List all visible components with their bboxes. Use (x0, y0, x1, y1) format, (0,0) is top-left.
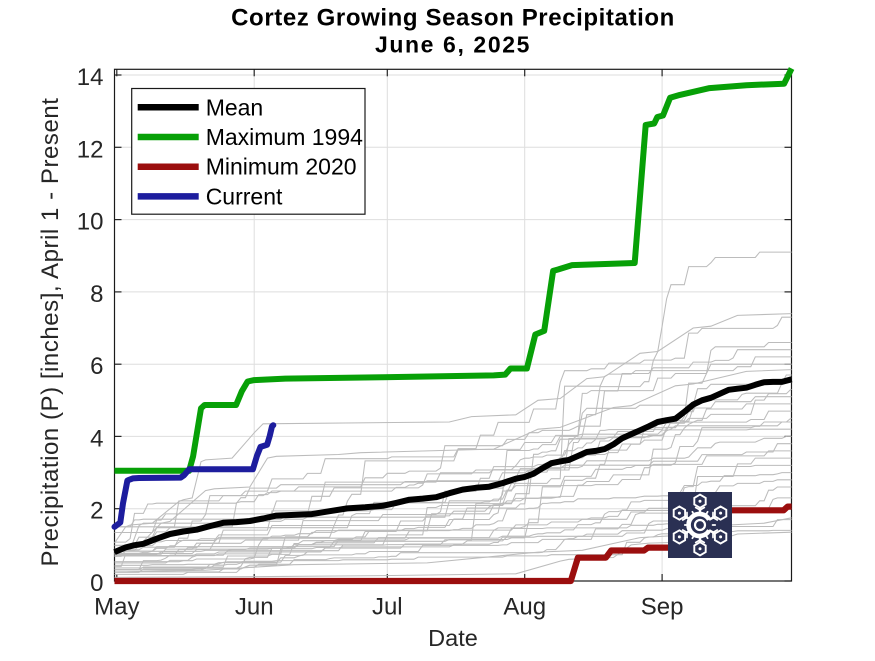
svg-text:10: 10 (77, 209, 104, 236)
svg-text:Maximum 1994: Maximum 1994 (206, 124, 363, 150)
svg-text:Jul: Jul (372, 594, 403, 621)
svg-text:Sep: Sep (641, 594, 684, 621)
svg-text:Date: Date (428, 625, 478, 651)
svg-text:Jun: Jun (235, 594, 274, 621)
svg-text:14: 14 (77, 64, 104, 91)
svg-text:6: 6 (90, 353, 103, 380)
svg-text:June 6, 2025: June 6, 2025 (375, 32, 531, 58)
svg-text:12: 12 (77, 136, 104, 163)
svg-text:4: 4 (90, 425, 103, 452)
svg-text:0: 0 (90, 570, 103, 597)
svg-text:8: 8 (90, 281, 103, 308)
svg-text:Mean: Mean (206, 94, 264, 120)
svg-text:Current: Current (206, 183, 283, 209)
svg-text:May: May (94, 594, 139, 621)
svg-text:Aug: Aug (503, 594, 546, 621)
svg-text:2: 2 (90, 498, 103, 525)
svg-text:Precipitation (P) [inches], Ap: Precipitation (P) [inches], April 1 - Pr… (37, 98, 64, 567)
svg-text:Minimum 2020: Minimum 2020 (206, 154, 357, 180)
svg-text:Cortez Growing Season Precipit: Cortez Growing Season Precipitation (231, 5, 675, 32)
